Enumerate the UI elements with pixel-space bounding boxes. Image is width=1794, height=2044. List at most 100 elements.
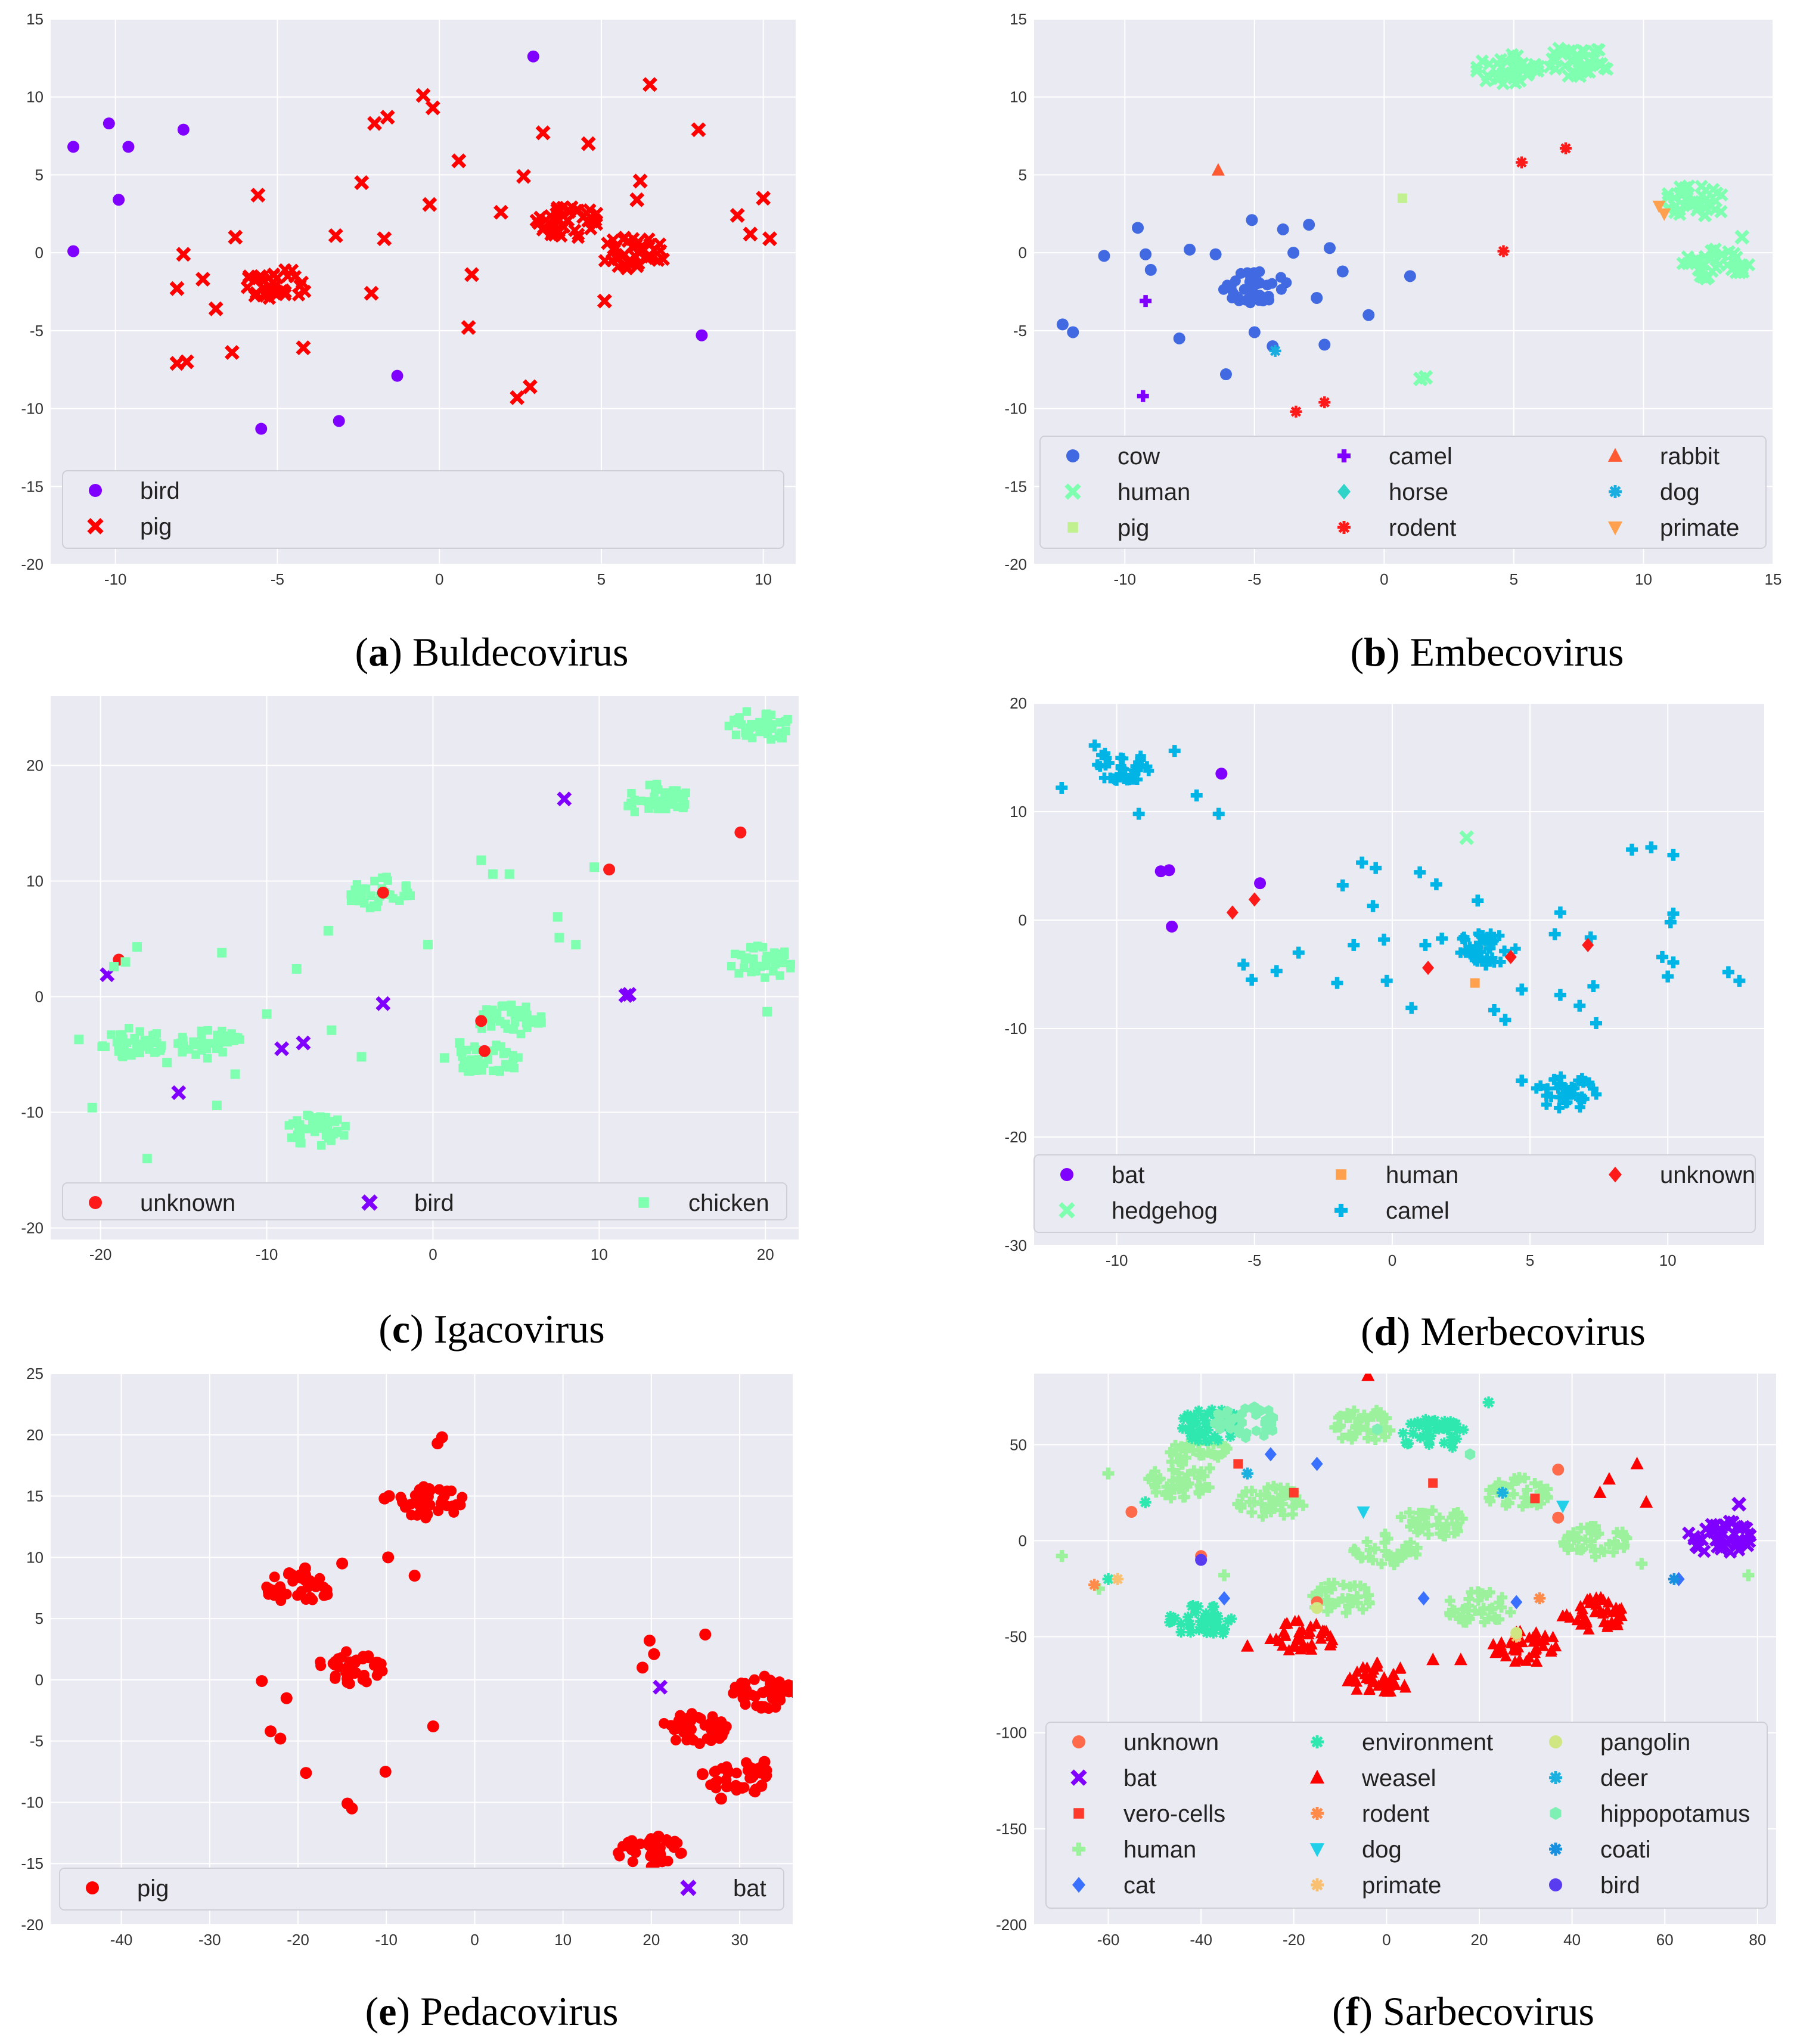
legend-label-human: human	[1118, 479, 1190, 505]
legend-marker-bat	[680, 1880, 697, 1896]
cluster-point-human	[1411, 1542, 1423, 1554]
cluster-point-hippopotamus	[1241, 1432, 1250, 1443]
points-layer-c	[74, 732, 787, 1164]
points-layer-a	[67, 50, 777, 435]
cluster-point-weasel	[1590, 1598, 1602, 1610]
legend-label-bird: bird	[140, 478, 180, 504]
cluster-point-human	[1578, 44, 1591, 58]
cluster-point-chicken	[203, 1054, 212, 1063]
cluster-point-chicken	[486, 1009, 495, 1018]
legend-label-human: human	[1386, 1162, 1458, 1188]
cluster-point-cow	[1275, 272, 1287, 283]
cluster-point-camel	[1098, 750, 1110, 761]
cluster-point-human	[1278, 1509, 1290, 1521]
cluster-point-chicken	[197, 1046, 206, 1055]
point-pig	[224, 344, 240, 360]
legend-label-bird: bird	[414, 1190, 454, 1216]
point-cat	[1218, 1591, 1231, 1606]
point-pig	[464, 267, 479, 282]
point-camel	[1430, 878, 1442, 890]
point-camel	[1662, 970, 1674, 983]
cluster-point-human	[1173, 1468, 1184, 1479]
cluster-point-chicken	[369, 901, 378, 911]
legend-box-a	[62, 470, 784, 549]
point-pig	[522, 379, 538, 394]
point-chicken	[217, 948, 227, 958]
x-tick-label-b: 0	[1380, 570, 1388, 588]
cluster-point-human	[1480, 69, 1494, 83]
y-tick-label-b: -5	[1013, 322, 1027, 340]
cluster-point-pig	[746, 1689, 758, 1701]
x-tick-label-b: 5	[1510, 570, 1518, 588]
y-tick-label-c: 0	[35, 988, 44, 1006]
legend-marker-deer	[1549, 1771, 1562, 1784]
cluster-point-pig	[457, 1492, 468, 1503]
x-tick-label-c: -20	[89, 1245, 112, 1263]
cluster-point-bat	[1726, 1515, 1740, 1529]
cluster-point-human	[1382, 1550, 1393, 1561]
cluster-point-environment	[1398, 1428, 1409, 1439]
cluster-point-camel	[1569, 1082, 1580, 1094]
cluster-point-environment	[1175, 1626, 1187, 1638]
legend-box-e	[59, 1868, 784, 1911]
point-cow	[1184, 243, 1196, 256]
point-weasel	[1593, 1485, 1607, 1498]
cluster-point-hippopotamus	[1240, 1403, 1250, 1415]
point-chicken	[262, 1009, 272, 1019]
legend-marker-bird	[89, 484, 102, 497]
legend-label-cat: cat	[1123, 1872, 1155, 1899]
cluster-point-weasel	[1523, 1651, 1535, 1663]
cluster-point-weasel	[1289, 1638, 1301, 1650]
cluster-point-camel	[1098, 772, 1110, 784]
point-chicken	[504, 869, 514, 879]
point-chicken	[120, 957, 131, 967]
cluster-point-chicken	[778, 949, 787, 958]
legend-marker-rodent	[1311, 1807, 1324, 1820]
legend-f: unknown bat vero-cells human cat environment w…	[1045, 1722, 1768, 1909]
point-pig	[637, 1661, 649, 1674]
cluster-point-environment	[1193, 1624, 1205, 1636]
cluster-point-pig	[275, 1595, 287, 1607]
point-rodent	[1088, 1579, 1101, 1591]
cluster-point-pig	[330, 1656, 341, 1667]
point-pig	[535, 125, 551, 141]
cluster-point-camel	[1128, 774, 1139, 785]
cluster-point-human	[1490, 1481, 1501, 1492]
y-tick-label-a: -10	[21, 400, 44, 418]
point-pig	[597, 293, 612, 309]
cluster-point-weasel	[1306, 1638, 1318, 1650]
y-tick-label-f: 0	[1019, 1532, 1027, 1549]
point-weasel	[1528, 1633, 1542, 1646]
cluster-point-pig	[307, 1594, 318, 1605]
cluster-point-bat	[1699, 1522, 1713, 1536]
cluster-point-pig	[343, 1662, 355, 1673]
point-human	[1413, 371, 1428, 387]
cluster-point-human	[1513, 74, 1527, 88]
cluster-point-human	[1357, 1604, 1368, 1615]
cluster-point-human	[1402, 1546, 1413, 1558]
cluster-point-hippopotamus	[1252, 1425, 1261, 1437]
legend-marker-coati	[1549, 1843, 1562, 1856]
legend-label-coati: coati	[1600, 1837, 1651, 1863]
cluster-point-cow	[1239, 284, 1250, 295]
point-environment	[1139, 1496, 1151, 1508]
cluster-point-chicken	[753, 942, 762, 950]
cluster-point-pig	[371, 1670, 383, 1681]
cluster-point-environment	[1422, 1424, 1433, 1435]
cluster-point-human	[1369, 1543, 1380, 1554]
point-chicken	[291, 964, 302, 974]
cluster-layer-b	[1218, 41, 1756, 309]
cluster-point-chicken	[475, 1063, 484, 1072]
legend-marker-chicken	[638, 1197, 649, 1208]
cluster-point-human	[1591, 42, 1604, 57]
cluster-point-camel	[1475, 946, 1486, 958]
point-dog	[1357, 1506, 1370, 1520]
point-cow	[1219, 368, 1232, 381]
point-pig	[422, 197, 437, 212]
cluster-point-hippopotamus	[1210, 1418, 1219, 1429]
cluster-point-pig	[707, 1711, 718, 1722]
point-camel	[1246, 974, 1258, 986]
legend-label-unknown: unknown	[1123, 1729, 1219, 1756]
grid-c	[51, 696, 799, 1240]
cluster-point-chicken	[681, 788, 690, 797]
